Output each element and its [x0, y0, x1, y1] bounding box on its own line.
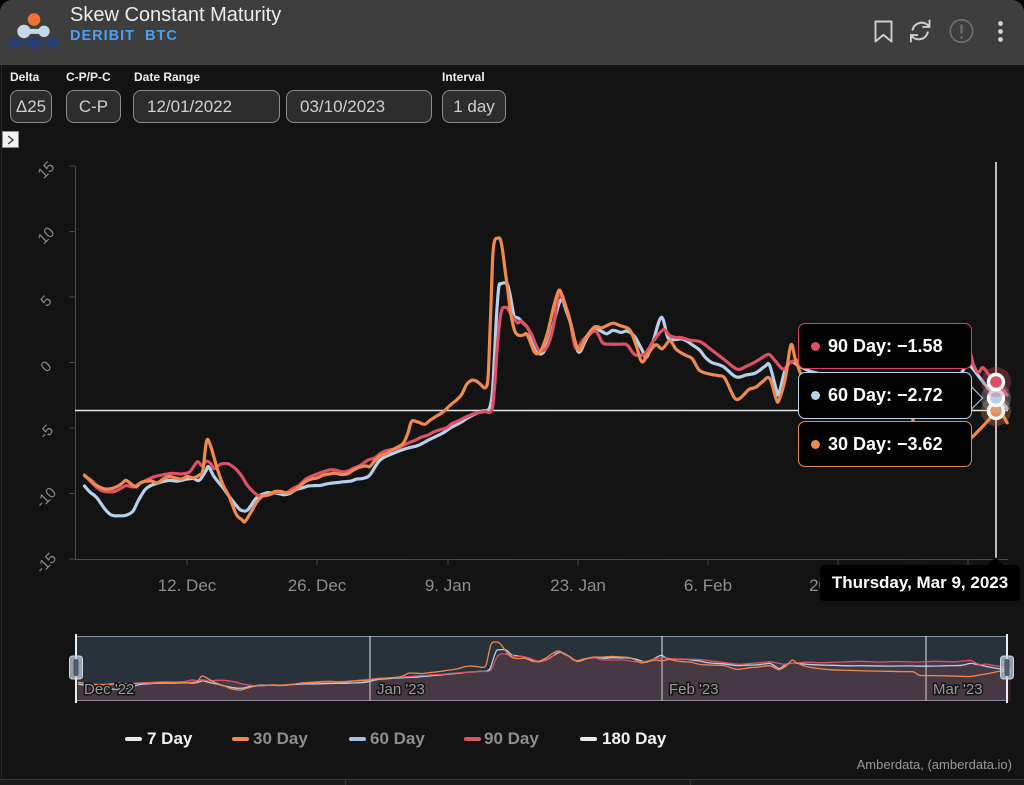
- svg-text:0: 0: [37, 358, 55, 376]
- svg-text:26. Dec: 26. Dec: [288, 576, 347, 595]
- svg-text:Mar '23: Mar '23: [933, 681, 983, 698]
- svg-text:-15: -15: [33, 550, 60, 577]
- svg-text:Jan '23: Jan '23: [377, 681, 425, 698]
- svg-text:-10: -10: [33, 484, 60, 511]
- svg-text:9. Jan: 9. Jan: [425, 576, 471, 595]
- svg-text:10: 10: [34, 224, 58, 248]
- svg-text:15: 15: [34, 158, 58, 182]
- svg-text:-5: -5: [36, 422, 57, 443]
- svg-text:12. Dec: 12. Dec: [158, 576, 217, 595]
- svg-text:Feb '23: Feb '23: [669, 681, 719, 698]
- svg-text:Dec '22: Dec '22: [84, 681, 134, 698]
- svg-text:23. Jan: 23. Jan: [550, 576, 606, 595]
- svg-text:6. Feb: 6. Feb: [684, 576, 732, 595]
- svg-text:5: 5: [37, 292, 55, 310]
